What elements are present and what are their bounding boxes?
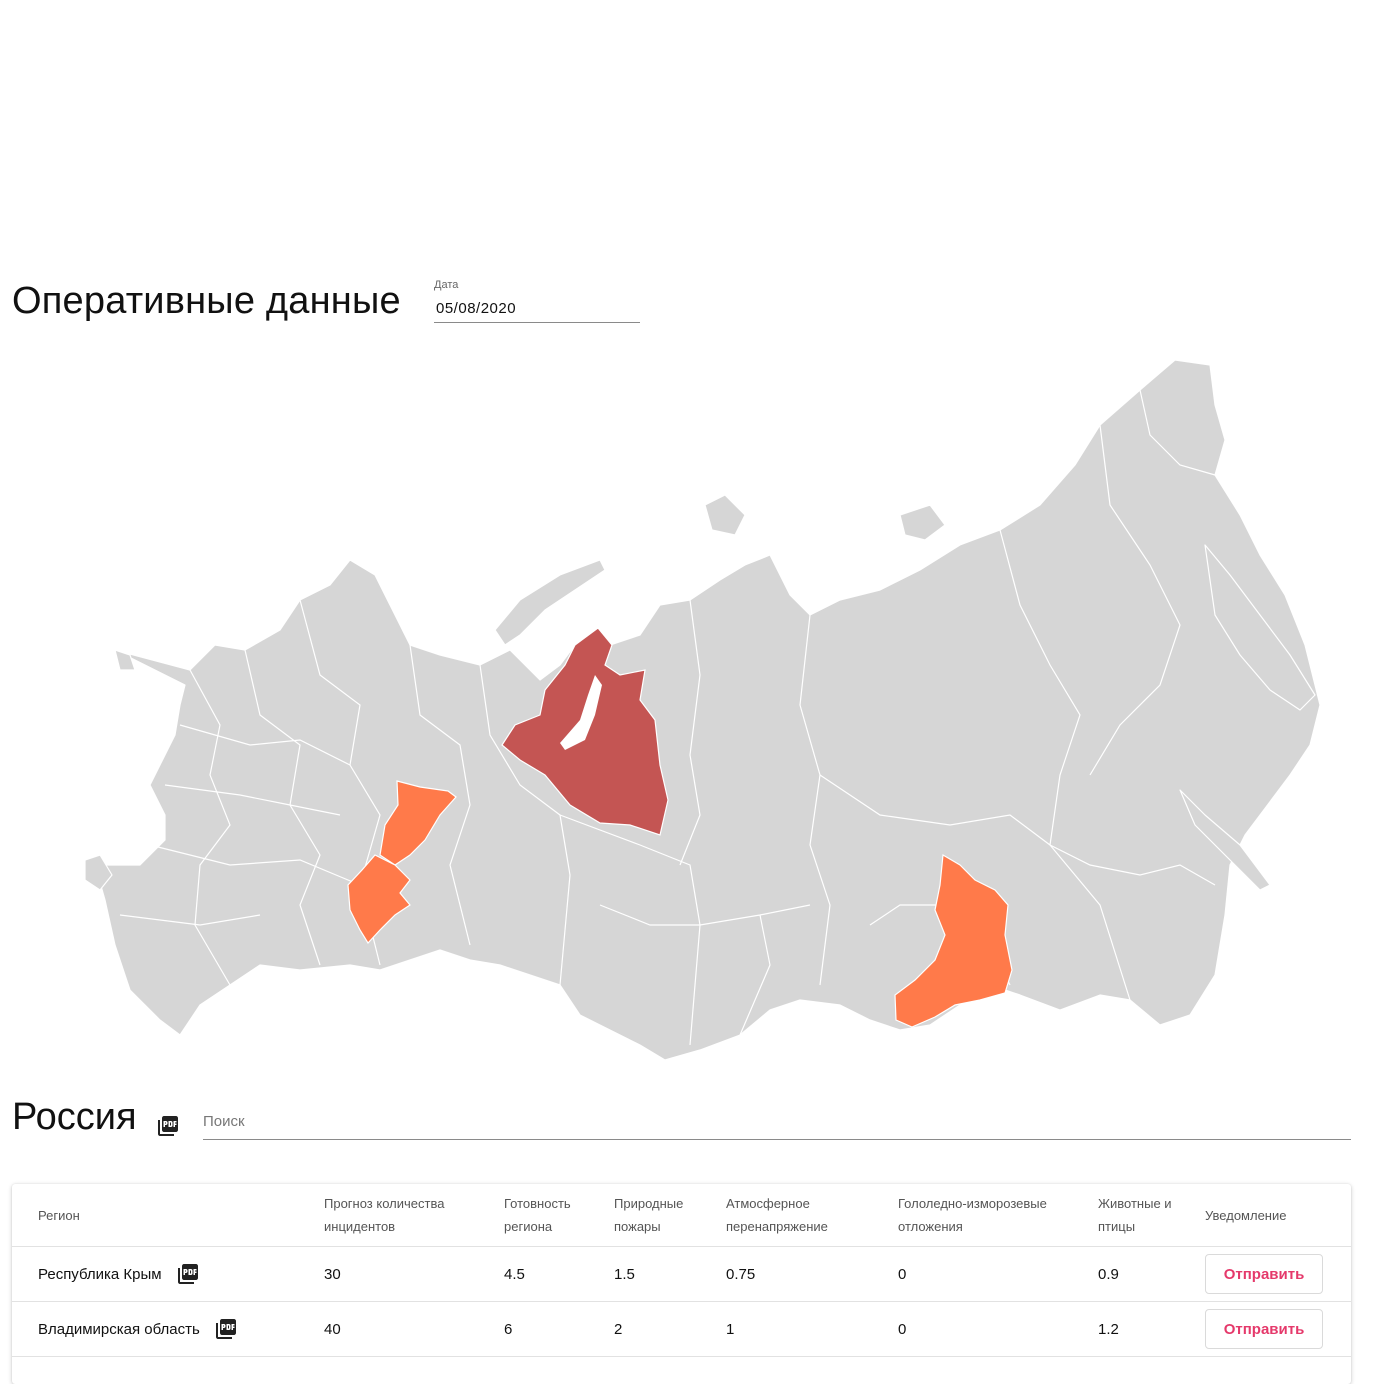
map-arctic-islands [704, 494, 746, 536]
page-title: Оперативные данные [12, 280, 401, 322]
map-region-borders [119, 389, 1216, 1046]
section-title: Россия [12, 1096, 137, 1138]
cell-action: Отправить [1195, 1301, 1351, 1357]
cell-readiness: 6 [494, 1301, 604, 1357]
map-region-perm [379, 780, 457, 866]
cell-icing: 0 [888, 1246, 1088, 1302]
cell-fires: 1.5 [604, 1246, 716, 1302]
russia-map-svg [84, 359, 1321, 1061]
cell-forecast: 40 [314, 1301, 494, 1357]
data-table: Регион Прогноз количества инцидентов Гот… [12, 1184, 1351, 1357]
cell-region: Республика Крым [12, 1246, 314, 1302]
region-name: Республика Крым [38, 1265, 162, 1283]
cell-atmospheric: 1 [716, 1301, 888, 1357]
cell-action: Отправить [1195, 1246, 1351, 1302]
map-region-zabaykalsky [894, 854, 1013, 1028]
map-region-orenburg [347, 854, 411, 944]
column-header[interactable]: Животные и птицы [1088, 1184, 1195, 1247]
column-header[interactable]: Прогноз количества инцидентов [314, 1184, 494, 1247]
pdf-icon[interactable] [176, 1262, 200, 1286]
pdf-icon-svg [177, 1264, 198, 1284]
cell-region: Владимирская область [12, 1301, 314, 1357]
date-input[interactable] [434, 292, 640, 323]
cell-icing: 0 [888, 1301, 1088, 1357]
cell-fires: 2 [604, 1301, 716, 1357]
column-header[interactable]: Регион [12, 1184, 314, 1247]
table-row: Владимирская область 40 6 2 1 0 1.2 Отпр [12, 1301, 1351, 1357]
table-header-row: Регион Прогноз количества инцидентов Гот… [12, 1184, 1351, 1247]
date-field[interactable]: Дата [434, 279, 640, 323]
column-header[interactable]: Готовность региона [494, 1184, 604, 1247]
cell-animals: 1.2 [1088, 1301, 1195, 1357]
map-crimea [84, 854, 113, 891]
cell-forecast: 30 [314, 1246, 494, 1302]
column-header[interactable]: Уведомление [1195, 1184, 1351, 1247]
pdf-icon[interactable] [156, 1114, 180, 1138]
cell-animals: 0.9 [1088, 1246, 1195, 1302]
pdf-icon[interactable] [214, 1317, 238, 1341]
map-severnaya-zemlya [899, 504, 946, 541]
map-kamchatka [1204, 544, 1316, 711]
data-table-card: Регион Прогноз количества инцидентов Гот… [12, 1184, 1351, 1384]
russia-map [0, 345, 1382, 1065]
pdf-icon-svg [215, 1319, 236, 1339]
pdf-icon-svg [158, 1116, 178, 1136]
column-header[interactable]: Гололедно-изморозевые отложения [888, 1184, 1088, 1247]
column-header[interactable]: Природные пожары [604, 1184, 716, 1247]
region-name: Владимирская область [38, 1320, 200, 1338]
map-novaya-zemlya [494, 559, 606, 646]
cell-readiness: 4.5 [494, 1246, 604, 1302]
send-button[interactable]: Отправить [1205, 1309, 1323, 1349]
column-header[interactable]: Атмосферное перенапряжение [716, 1184, 888, 1247]
search-input[interactable] [203, 1110, 1351, 1140]
map-kaliningrad [114, 649, 136, 671]
table-row: Республика Крым 30 4.5 1.5 0.75 0 0.9 От [12, 1246, 1351, 1302]
map-sakhalin [1179, 789, 1271, 891]
map-region-yamal-bay [560, 675, 602, 750]
send-button[interactable]: Отправить [1205, 1254, 1323, 1294]
date-label: Дата [434, 279, 459, 291]
map-landmass [94, 359, 1321, 1061]
cell-atmospheric: 0.75 [716, 1246, 888, 1302]
